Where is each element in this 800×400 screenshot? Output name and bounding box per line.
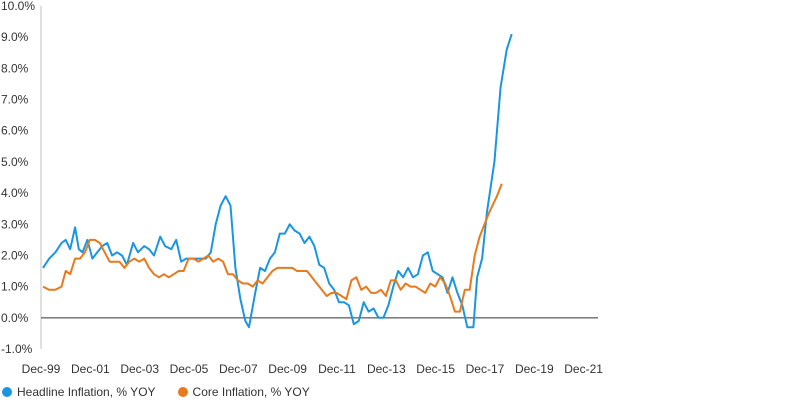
y-axis: -1.0% 0.0% 1.0% 2.0% 3.0% 4.0% 5.0% 6.0% 7.0% 8.0…	[1, 0, 42, 356]
x-tick-label: Dec-17	[466, 362, 505, 376]
y-tick-label: -1.0%	[1, 342, 33, 356]
x-tick-label: Dec-07	[219, 362, 258, 376]
y-tick-label: 4.0%	[1, 186, 29, 200]
y-tick-label: 8.0%	[1, 61, 29, 75]
x-tick-label: Dec-13	[367, 362, 406, 376]
legend-marker-headline	[2, 387, 12, 397]
y-tick-label: 6.0%	[1, 124, 29, 138]
x-tick-label: Dec-01	[71, 362, 110, 376]
x-tick-label: Dec-19	[515, 362, 554, 376]
y-tick-label: 2.0%	[1, 248, 29, 262]
legend-item-core: Core Inflation, % YOY	[177, 385, 310, 399]
y-tick-label: 1.0%	[1, 280, 29, 294]
y-tick-label: 9.0%	[1, 30, 29, 44]
x-tick-label: Dec-09	[268, 362, 307, 376]
series-layer	[42, 33, 513, 329]
legend-label-headline: Headline Inflation, % YOY	[17, 385, 156, 399]
legend-item-headline: Headline Inflation, % YOY	[2, 385, 156, 399]
x-tick-label: Dec-03	[120, 362, 159, 376]
x-tick-label: Dec-21	[564, 362, 603, 376]
x-tick-label: Dec-99	[22, 362, 61, 376]
x-axis: Dec-99 Dec-01 Dec-03 Dec-05 Dec-07 Dec-09 Dec-…	[22, 317, 603, 376]
chart-legend: Headline Inflation, % YOY Core Inflation…	[2, 385, 310, 399]
legend-label-core: Core Inflation, % YOY	[192, 385, 310, 399]
y-tick-label: 7.0%	[1, 93, 29, 107]
x-tick-label: Dec-15	[416, 362, 455, 376]
series-line-core	[42, 183, 503, 313]
series-line-headline	[42, 33, 513, 329]
y-tick-label: 10.0%	[1, 0, 35, 13]
x-tick-label: Dec-05	[170, 362, 209, 376]
y-tick-label: 3.0%	[1, 217, 29, 231]
y-tick-label: 0.0%	[1, 311, 29, 325]
legend-marker-core	[177, 387, 188, 397]
x-tick-label: Dec-11	[318, 362, 356, 376]
y-tick-label: 5.0%	[1, 155, 29, 169]
